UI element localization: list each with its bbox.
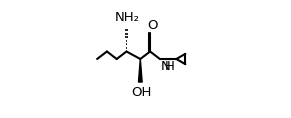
Text: H: H [164,60,174,73]
Text: OH: OH [131,86,151,99]
Text: N: N [160,60,170,73]
Text: O: O [147,19,157,32]
Text: NH₂: NH₂ [115,11,140,24]
Polygon shape [139,59,142,82]
